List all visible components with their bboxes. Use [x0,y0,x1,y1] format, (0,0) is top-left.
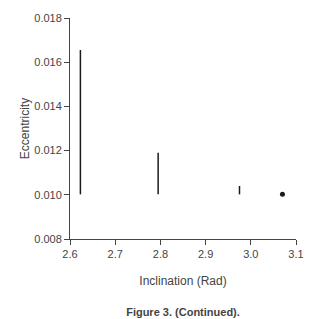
svg-text:2.8: 2.8 [153,248,168,260]
svg-text:3.0: 3.0 [243,248,258,260]
svg-text:Figure 3. (Continued).: Figure 3. (Continued). [126,306,240,318]
svg-text:Inclination (Rad): Inclination (Rad) [139,274,226,288]
svg-text:0.010: 0.010 [34,189,62,201]
svg-text:0.018: 0.018 [34,12,62,24]
svg-text:3.1: 3.1 [288,248,303,260]
svg-text:0.014: 0.014 [34,100,62,112]
svg-text:0.016: 0.016 [34,56,62,68]
svg-text:2.7: 2.7 [108,248,123,260]
svg-text:2.6: 2.6 [62,248,77,260]
svg-text:Eccentricity: Eccentricity [18,98,32,159]
svg-text:0.008: 0.008 [34,233,62,245]
svg-text:2.9: 2.9 [198,248,213,260]
svg-text:0.012: 0.012 [34,144,62,156]
